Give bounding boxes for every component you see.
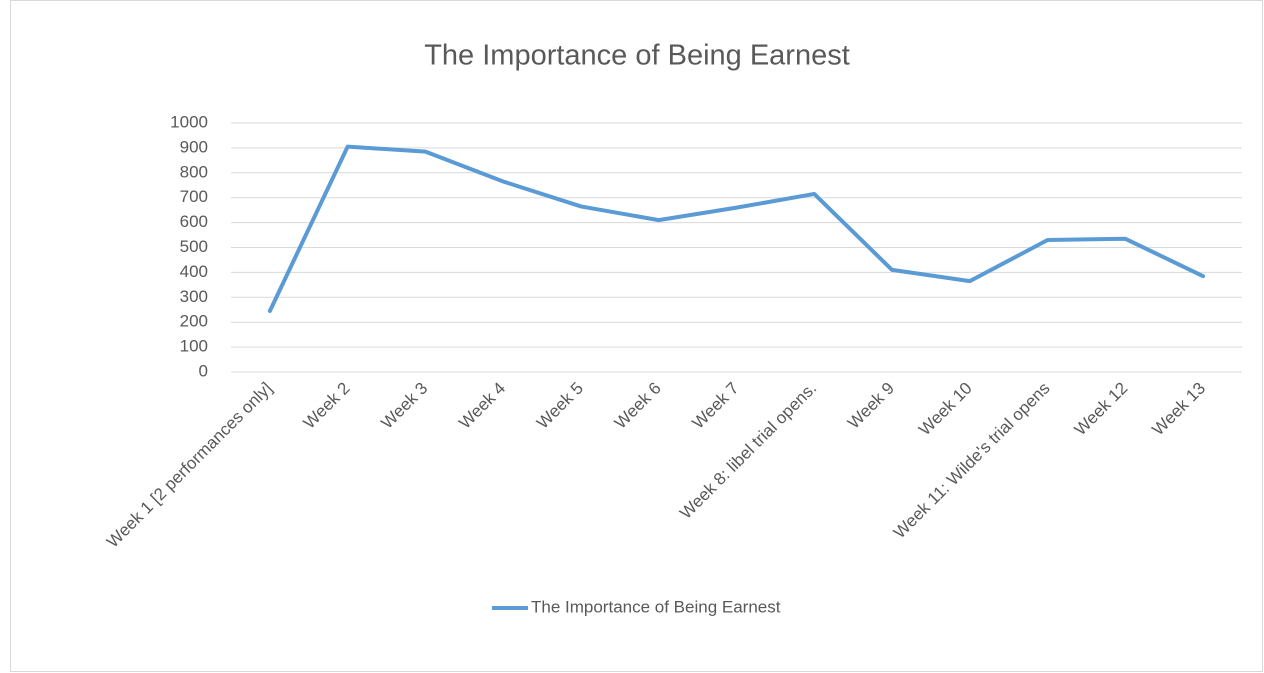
y-tick-label: 600 bbox=[180, 212, 208, 231]
y-tick-label: 0 bbox=[199, 361, 208, 380]
legend-label: The Importance of Being Earnest bbox=[531, 597, 781, 616]
y-tick-label: 100 bbox=[180, 337, 208, 356]
y-tick-label: 400 bbox=[180, 262, 208, 281]
y-tick-label: 500 bbox=[180, 237, 208, 256]
y-tick-label: 700 bbox=[180, 187, 208, 206]
y-tick-label: 1000 bbox=[170, 112, 208, 131]
y-tick-label: 800 bbox=[180, 162, 208, 181]
data-line bbox=[267, 144, 1206, 313]
y-tick-label: 900 bbox=[180, 137, 208, 156]
y-tick-label: 200 bbox=[180, 312, 208, 331]
y-tick-label: 300 bbox=[180, 287, 208, 306]
chart-frame bbox=[10, 0, 1263, 672]
chart-title: The Importance of Being Earnest bbox=[424, 40, 850, 72]
